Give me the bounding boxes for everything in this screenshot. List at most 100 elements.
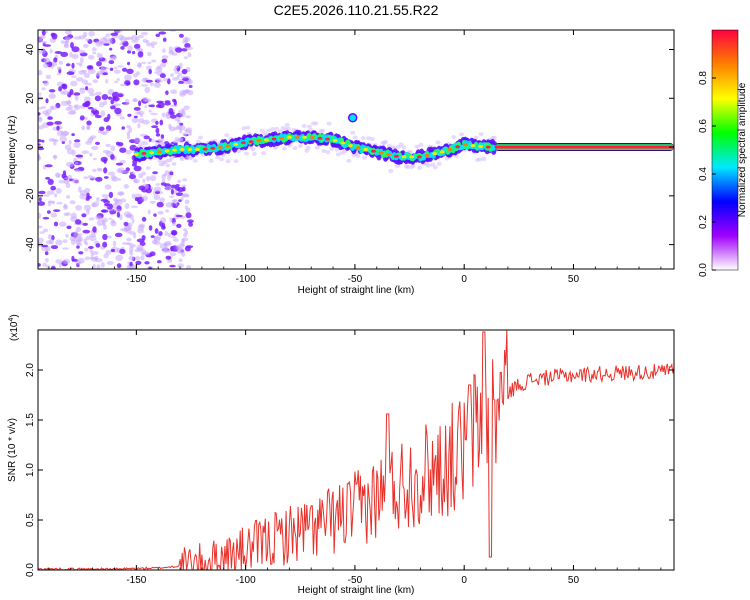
spectrogram-noise-blob [151,125,159,129]
spectrogram-noise-blob [42,262,47,267]
spectrogram-noise-blob [89,235,97,242]
snr-panel: -150 -100 -50 0 50 0.0 0.5 1.0 1.5 2.0 Height of… [7,314,675,596]
spectrogram-noise-blob [148,109,152,113]
spectrogram-noise-blob [133,115,138,119]
spectrogram-noise-blob [188,85,193,88]
spectrogram-noise-blob [175,184,180,187]
spectrogram-noise-blob [167,232,172,238]
spectrogram-noise-blob [38,197,42,202]
spectrogram-noise-blob [48,93,56,100]
spectrogram-noise-blob [66,99,71,106]
spectrogram-halo-blob [245,125,251,130]
spectrogram-noise-blob [92,79,99,84]
spectrogram-noise-blob [53,155,57,160]
spectrogram-noise-blob [155,183,161,186]
spectrogram-noise-blob [70,42,74,49]
spectrogram-ridge-peak [424,153,430,157]
spectrogram-noise-blob [153,186,162,192]
spectrogram-ridge-inner [183,149,188,155]
spectrogram-noise-blob [147,209,151,215]
snr-frame [37,329,675,571]
spectrogram-noise-blob [71,255,75,262]
spectrogram-noise-blob [161,174,166,180]
spectrogram-noise-blob [39,231,45,234]
spectrogram-noise-blob [172,77,179,81]
spectrogram-noise-blob [91,47,97,52]
spectrogram-noise-blob [63,203,67,209]
spectrogram-noise-blob [82,222,88,226]
spectrogram-noise-blob [182,193,190,198]
snr-x-axis-label: Height of straight line (km) [298,585,415,596]
spectrogram-noise-blob [172,199,178,204]
spectrogram-noise-blob [71,133,75,137]
spectrogram-halo-blob [362,155,367,160]
spectrogram-noise-blob [154,78,162,81]
spectrogram-noise-blob [113,69,121,74]
spectrogram-noise-blob [164,101,172,106]
spectrogram-noise-blob [148,266,152,269]
spectrogram-ridge-peak [164,149,170,153]
spectrogram-noise-blob [131,40,139,43]
spectrogram-noise-blob [95,176,103,182]
spectrogram-noise-blob [45,98,49,104]
spectrogram-noise-blob [155,104,162,108]
spectrogram-noise-blob [145,40,150,44]
spectrogram-ridge-peak [348,144,353,148]
spectrogram-noise-blob [178,72,183,77]
spectrogram-noise-blob [135,256,141,261]
spectrogram-noise-blob [56,125,60,131]
spectrogram-ridge-peak [470,144,476,148]
spectrogram-noise-blob [83,72,90,79]
spectrogram-ridge-peak [195,148,200,151]
snr-x-tick-label: 50 [568,575,580,586]
spectrogram-noise-blob [169,217,173,223]
spectrogram-noise-blob [84,247,89,252]
spectrogram-noise-blob [172,205,178,209]
spectrogram-noise-blob [62,247,69,250]
spectrogram-halo-blob [320,128,326,133]
spectrogram-noise-blob [129,243,136,248]
spectrogram-noise-blob [144,98,152,103]
spectrogram-noise-blob [160,62,167,68]
snr-y-tick-label: 0.0 [25,563,36,577]
spectrogram-noise-blob [119,116,125,120]
spectrogram-noise-blob [184,205,188,210]
snr-y-tick-label: 1.5 [25,413,36,427]
spectrogram-noise-blob [101,94,109,100]
spectrogram-ridge-peak [210,146,216,150]
spectrogram-noise-blob [47,116,53,120]
spectrogram-noise-blob [135,111,142,115]
spectrogram-noise-blob [38,237,44,244]
spectrogram-noise-blob [66,71,75,76]
spectrogram-noise-blob [151,44,155,49]
spectrogram-noise-blob [60,40,65,44]
spectrogram-noise-blob [42,63,49,69]
spectrogram-noise-blob [116,78,121,81]
spectrogram-noise-blob [117,142,124,147]
spectrogram-noise-blob [41,139,45,143]
spectrogram-noise-blob [148,225,153,231]
spectrogram-noise-blob [83,204,92,211]
spectrogram-noise-blob [38,147,45,151]
spectrogram-noise-blob [38,143,41,146]
spectrogram-marks [38,30,674,269]
spectrogram-x-tick-label: -50 [348,274,363,285]
spectrogram-noise-blob [119,214,123,221]
spectrogram-noise-blob [132,73,139,78]
spectrogram-noise-blob [79,115,85,121]
snr-x-tick-label: -150 [126,575,146,586]
spectrogram-noise-blob [105,33,110,38]
spectrogram-y-ticks: 40 20 0 -20 -40 [25,44,674,252]
spectrogram-noise-blob [110,32,119,36]
spectrogram-noise-blob [126,237,132,242]
spectrogram-noise-blob [95,141,100,145]
spectrogram-noise-blob [134,43,141,50]
spectrogram-noise-blob [165,209,170,213]
spectrogram-noise-blob [69,236,76,242]
spectrogram-noise-blob [66,225,72,230]
spectrogram-noise-blob [87,175,93,179]
spectrogram-halo-blob [329,146,335,151]
spectrogram-noise-blob [38,112,41,116]
spectrogram-noise-blob [113,66,118,70]
spectrogram-noise-blob [127,45,133,52]
